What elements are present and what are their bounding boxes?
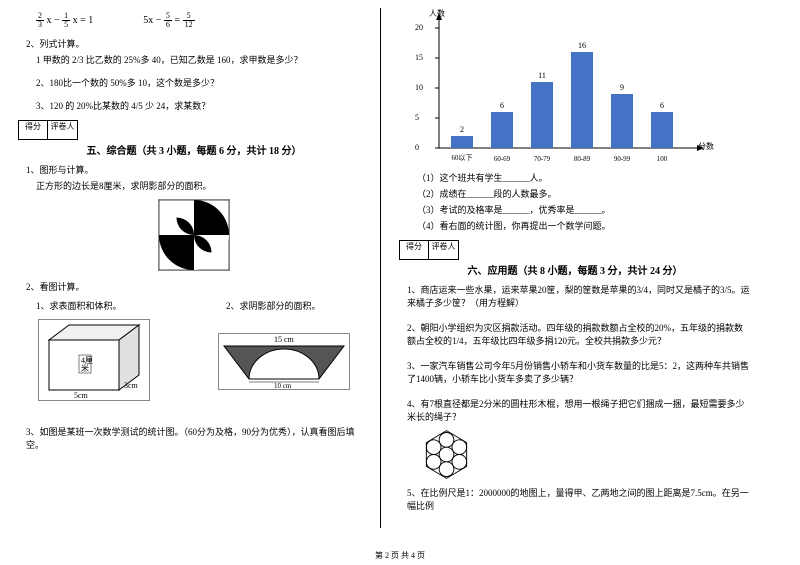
bar [491,112,513,148]
x-label: 70-79 [527,155,557,163]
score-cell: 得分 [18,120,48,140]
x-label: 100 [647,155,677,163]
x-label: 60-69 [487,155,517,163]
bar-value: 2 [451,125,473,134]
grader-cell: 评卷人 [48,120,78,140]
x-label: 80-89 [567,155,597,163]
left-column: 23 x − 15 x = 1 5x − 56 = 512 2、列式计算。 1 … [0,0,380,545]
s5-1: 1、图形与计算。 [26,163,370,176]
bar [651,112,673,148]
equation-1: 23 x − 15 x = 1 5x − 56 = 512 [36,12,370,29]
s6-1: 1、商店运来一些水果，运来苹果20筐，梨的筐数是苹果的3/4，同时又是橘子的3/… [407,283,751,309]
q2-1: 1 甲数的 2/3 比乙数的 25%多 40，已知乙数是 160，求甲数是多少？ [36,53,370,66]
shape-circles [419,427,751,482]
cq1: （1）这个班共有学生______人。 [417,171,751,184]
scorebox-5: 得分 评卷人 [18,120,370,140]
bar [611,94,633,148]
bar [571,52,593,148]
score-cell: 得分 [399,240,429,260]
bar [451,136,473,148]
section-6-title: 六、应用题（共 8 小题，每题 3 分，共计 24 分） [399,262,751,277]
q2-2: 2、180比一个数的 50%多 10，这个数是多少？ [36,76,370,89]
bar-value: 11 [531,71,553,80]
s6-3: 3、一家汽车销售公司今年5月份销售小轿车和小货车数量的比是5：2，这两种车共销售… [407,359,751,385]
svg-text:3cm: 3cm [124,381,139,390]
cq3: （3）考试的及格率是______，优秀率是______。 [417,203,751,216]
svg-text:米: 米 [81,363,89,373]
page-footer: 第 2 页 共 4 页 [0,550,800,561]
q2-3: 3、120 的 20%比某数的 4/5 少 24，求某数？ [36,99,370,112]
bar-value: 9 [611,83,633,92]
s5-2b: 2、求阴影部分的面积。 [226,299,368,312]
shape-pinwheel [18,195,370,277]
bar [531,82,553,148]
shape-cuboid: 4厘 米 3cm 5cm [38,319,150,401]
s6-2: 2、朝阳小学组织为灾区捐款活动。四年级的捐款数额占全校的20%，五年级的捐款数额… [407,321,751,347]
bar-value: 16 [571,41,593,50]
scorebox-6: 得分 评卷人 [399,240,751,260]
cq2: （2）成绩在______段的人数最多。 [417,187,751,200]
bar-chart: 人数 分数 0 5 10 15 20 260以下660-691170-79168… [429,8,709,168]
s6-5: 5、在比例尺是1：2000000的地图上，量得甲、乙两地之间的图上距离是7.5c… [407,486,751,512]
grader-cell: 评卷人 [429,240,459,260]
s6-4: 4、有7根直径都是2分米的圆柱形木棍，想用一根绳子把它们捆成一捆，最短需要多少米… [407,397,751,423]
shape-arch: 15 cm 10 cm [218,333,350,390]
s5-3: 3、如图是某班一次数学测试的统计图。（60分为及格，90分为优秀），认真看图后填… [26,425,370,451]
bar-value: 6 [491,101,513,110]
svg-text:15 cm: 15 cm [274,335,295,344]
right-column: 人数 分数 0 5 10 15 20 260以下660-691170-79168… [381,0,761,545]
x-label: 90-99 [607,155,637,163]
s5-2a: 1、求表面积和体积。 [36,299,178,312]
x-label: 60以下 [447,153,477,163]
section-5-title: 五、综合题（共 3 小题，每题 6 分，共计 18 分） [18,142,370,157]
svg-text:5cm: 5cm [74,391,89,400]
cq4: （4）看右面的统计图，你再提出一个数学问题。 [417,219,751,232]
bar-value: 6 [651,101,673,110]
item-2: 2、列式计算。 [26,37,370,50]
svg-text:10 cm: 10 cm [274,382,292,389]
s5-2: 2、看图计算。 [26,280,370,293]
s5-1-sub: 正方形的边长是8厘米，求阴影部分的面积。 [36,179,370,192]
